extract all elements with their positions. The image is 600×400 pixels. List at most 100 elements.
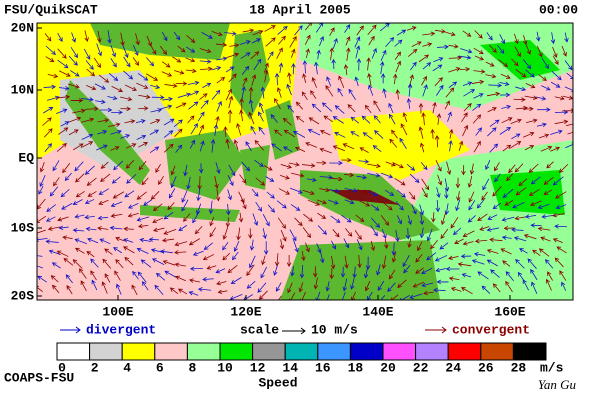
wind-arrow: [355, 214, 365, 222]
wind-arrow: [243, 294, 253, 300]
wind-arrow: [132, 270, 139, 280]
wind-arrow: [554, 224, 568, 229]
wind-arrow: [97, 130, 108, 135]
wind-arrow: [149, 43, 157, 55]
wind-arrow: [530, 176, 541, 185]
wind-arrow: [391, 242, 397, 256]
wind-arrow: [108, 122, 121, 127]
wind-arrow: [501, 235, 512, 240]
wind-arrow: [426, 228, 433, 242]
wind-arrow: [400, 123, 408, 136]
wind-arrow: [71, 32, 77, 43]
wind-arrow: [538, 74, 547, 82]
wind-arrow: [458, 140, 464, 152]
wind-arrow: [175, 102, 187, 109]
wind-arrow: [481, 191, 488, 201]
wind-arrow: [435, 267, 446, 273]
colorbar-swatch: [382, 342, 417, 361]
wind-arrow: [228, 164, 236, 177]
wind-arrow: [525, 43, 531, 55]
wind-arrow: [530, 200, 542, 207]
wind-arrow: [151, 95, 165, 100]
wind-arrow: [62, 162, 71, 174]
wind-arrow: [330, 255, 336, 270]
wind-arrow: [276, 87, 282, 98]
wind-arrow: [294, 217, 303, 227]
wind-arrow: [420, 162, 428, 171]
wind-arrow: [64, 172, 72, 182]
wind-arrow: [292, 130, 306, 138]
wind-arrow: [344, 199, 355, 205]
wind-arrow: [487, 214, 498, 220]
wind-arrow: [174, 250, 187, 255]
wind-arrow: [80, 97, 94, 102]
wind-arrow: [239, 174, 247, 184]
wind-arrow: [136, 216, 150, 222]
wind-arrow: [70, 70, 80, 77]
wind-arrow: [123, 70, 134, 80]
wind-arrow: [153, 227, 165, 233]
wind-arrow: [238, 191, 245, 204]
wind-arrow: [85, 60, 94, 70]
wind-arrow: [302, 163, 316, 168]
wind-arrow: [57, 48, 67, 59]
wind-arrow: [486, 32, 493, 41]
wind-arrow: [310, 90, 317, 99]
wind-arrow: [523, 131, 535, 138]
wind-arrow: [410, 61, 417, 71]
wind-arrow: [471, 79, 485, 85]
wind-arrow: [494, 162, 500, 172]
wind-arrow: [511, 227, 524, 233]
wind-arrow: [338, 75, 345, 89]
wind-arrow: [462, 30, 472, 37]
wind-arrow: [111, 110, 123, 115]
wind-arrow: [68, 116, 82, 123]
wind-arrow: [526, 118, 538, 123]
wind-arrow: [267, 51, 274, 61]
wind-arrow: [489, 143, 499, 153]
wind-arrow: [266, 191, 275, 199]
wind-arrow: [463, 89, 476, 97]
wind-arrow: [197, 111, 205, 122]
wind-arrow: [315, 23, 324, 33]
wind-arrow: [511, 58, 519, 67]
wind-arrow: [412, 281, 425, 288]
wind-arrow: [111, 176, 121, 184]
wind-arrow: [550, 32, 556, 45]
wind-arrow: [552, 212, 565, 218]
wind-arrow: [440, 228, 449, 240]
wind-arrow: [473, 252, 486, 257]
wind-arrow: [302, 189, 315, 196]
wind-arrow: [87, 237, 99, 244]
wind-arrow: [202, 254, 215, 261]
wind-arrow: [194, 226, 203, 235]
wind-arrow: [120, 32, 125, 47]
wind-arrow: [288, 162, 300, 167]
wind-arrow: [72, 108, 86, 114]
wind-arrow: [302, 73, 307, 83]
wind-arrow: [192, 211, 200, 224]
wind-arrow: [380, 215, 390, 226]
wind-arrow: [419, 227, 425, 239]
wind-arrow: [287, 282, 293, 294]
wind-arrow: [289, 36, 297, 48]
wind-arrow: [329, 188, 340, 194]
wind-arrow: [350, 131, 360, 137]
wind-arrow: [45, 239, 59, 244]
wind-arrow: [381, 255, 387, 270]
wind-arrow: [561, 45, 567, 57]
wind-arrow: [358, 159, 370, 164]
wind-arrow: [172, 56, 182, 63]
wind-arrow: [216, 56, 228, 62]
wind-arrow: [432, 64, 443, 72]
wind-arrow: [279, 174, 290, 180]
wind-arrow: [175, 275, 186, 282]
wind-arrow: [468, 200, 476, 211]
wind-arrow: [274, 72, 280, 86]
wind-arrow: [198, 124, 205, 136]
wind-arrow: [494, 173, 501, 183]
wind-arrow: [132, 57, 140, 66]
wind-arrow: [392, 73, 398, 85]
wind-arrow: [125, 159, 135, 169]
